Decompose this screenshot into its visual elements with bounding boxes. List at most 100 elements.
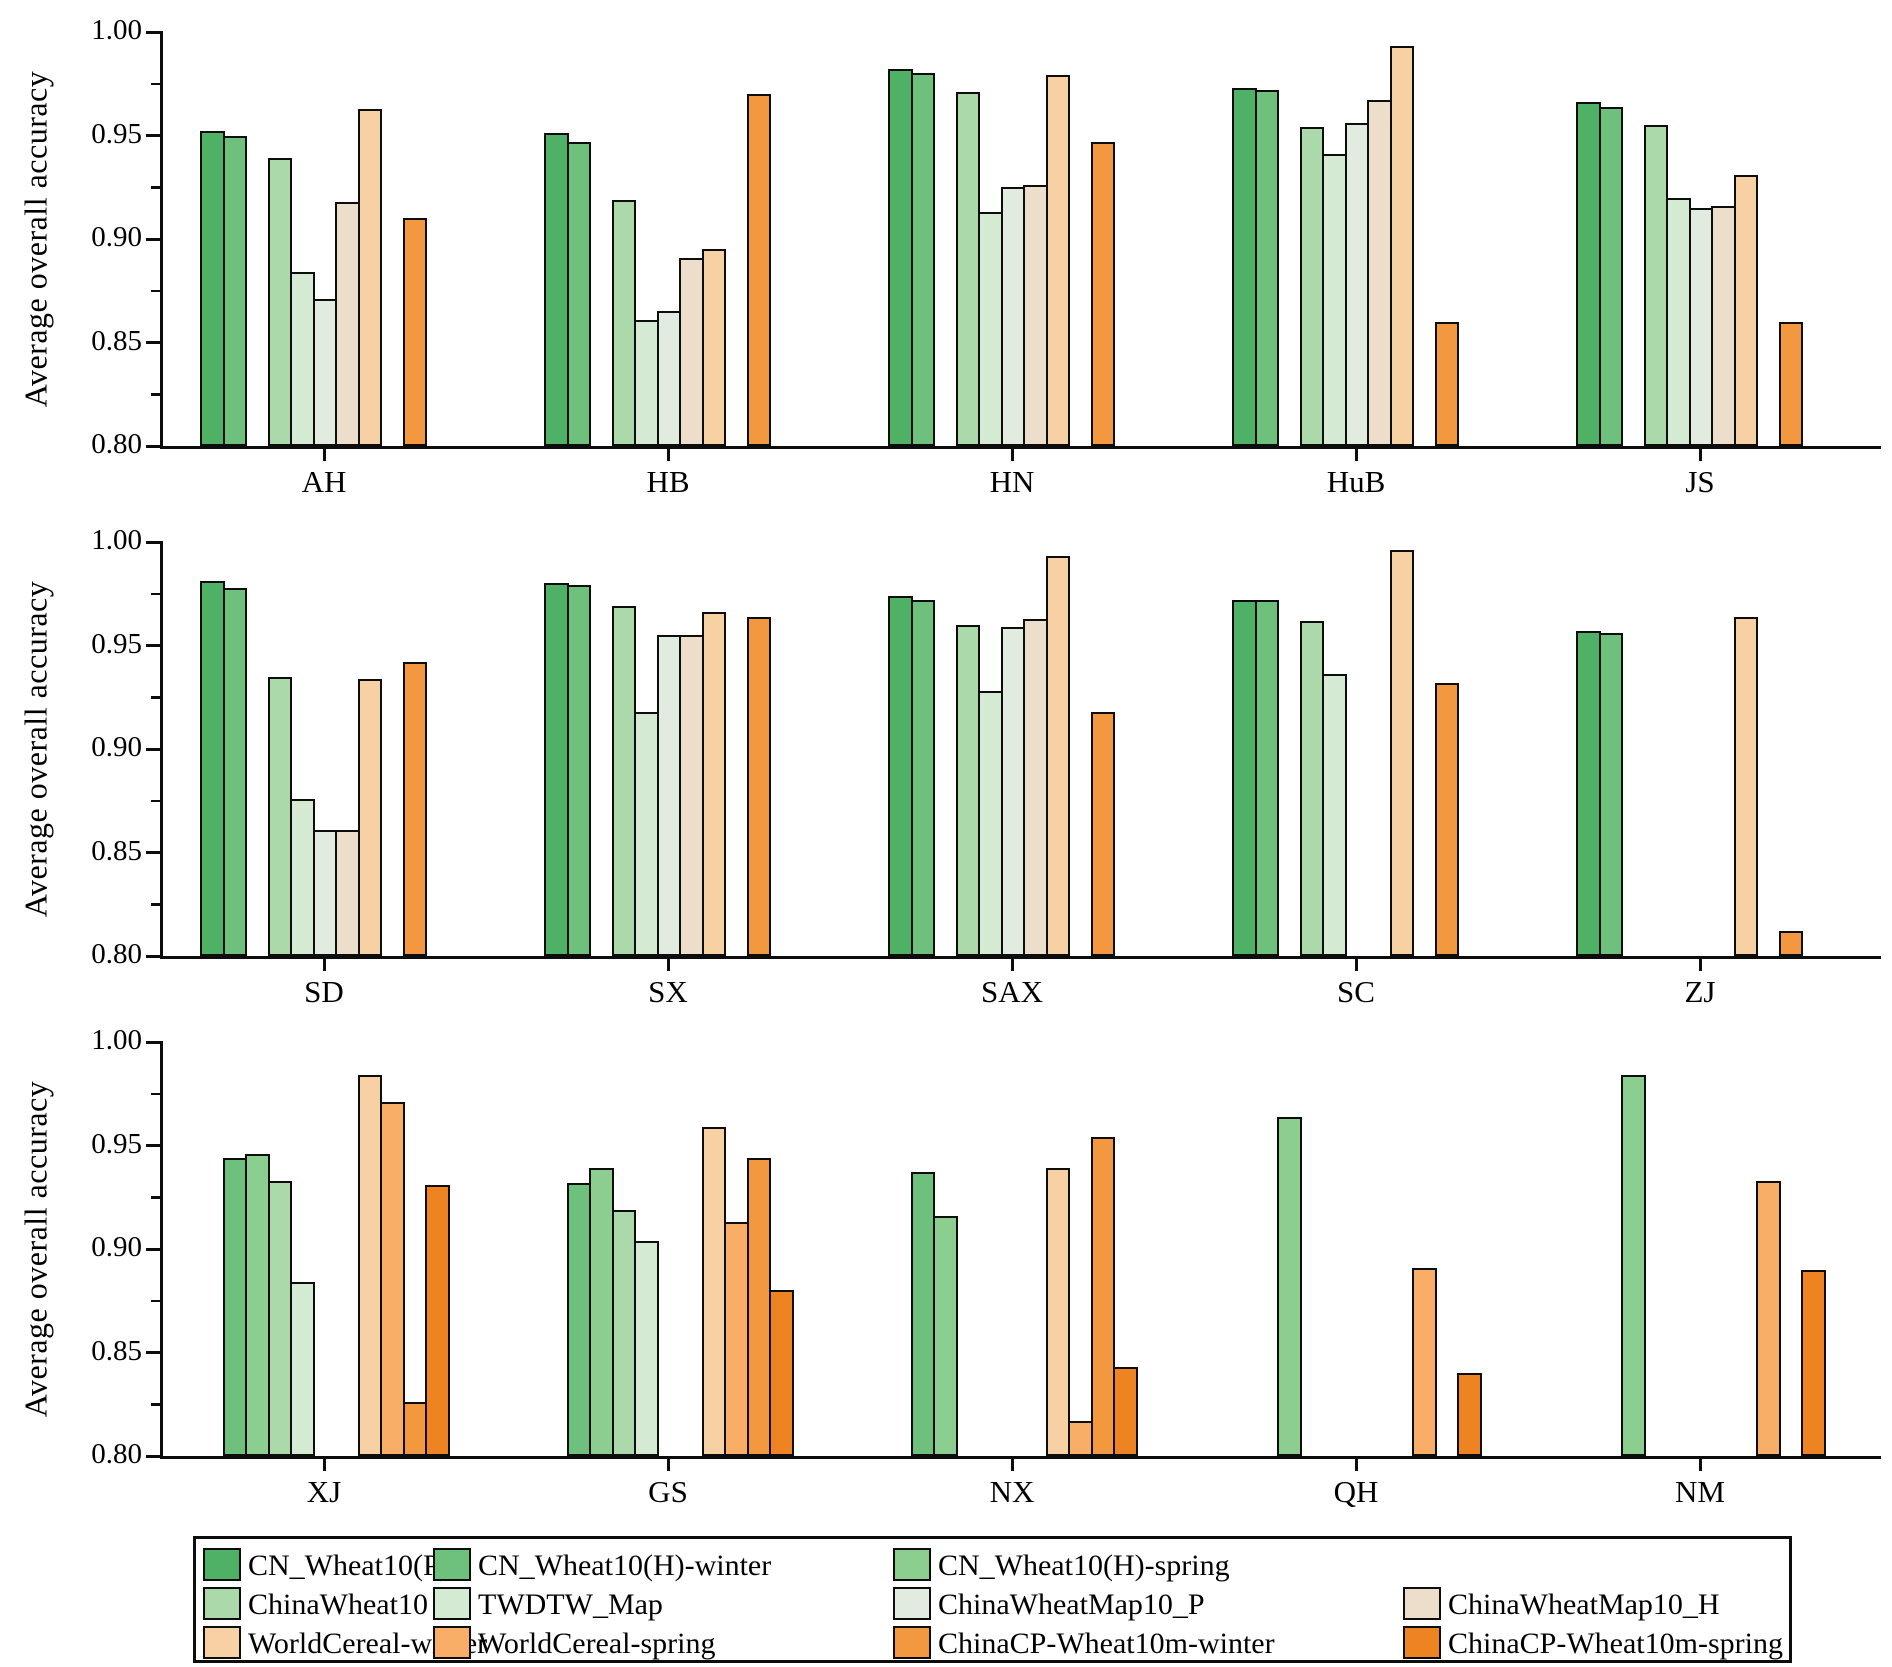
bar bbox=[1778, 321, 1804, 446]
bar bbox=[1367, 100, 1392, 446]
bar bbox=[746, 1157, 772, 1456]
bar bbox=[1045, 556, 1071, 956]
y-axis-label-panel-2: Average overall accuracy bbox=[17, 580, 54, 918]
y-minor-tick bbox=[151, 903, 160, 906]
bar bbox=[1576, 631, 1601, 956]
bar bbox=[1621, 1075, 1646, 1456]
y-tick-label: 0.85 bbox=[91, 834, 142, 867]
bar bbox=[1457, 1373, 1482, 1456]
y-tick-label: 0.95 bbox=[91, 627, 142, 660]
bar bbox=[1277, 1116, 1302, 1456]
x-category-label: GS bbox=[648, 1474, 688, 1509]
y-tick-label: 0.85 bbox=[91, 1334, 142, 1367]
y-major-tick bbox=[146, 341, 160, 344]
y-minor-tick bbox=[151, 186, 160, 189]
bar bbox=[1299, 620, 1325, 956]
x-category-label: AH bbox=[301, 464, 347, 499]
bar bbox=[357, 1075, 383, 1456]
x-tick bbox=[666, 959, 670, 971]
y-tick-label: 1.00 bbox=[91, 14, 142, 46]
y-minor-tick bbox=[151, 1403, 160, 1406]
x-tick bbox=[1698, 959, 1702, 971]
bar bbox=[267, 158, 293, 446]
y-major-tick bbox=[146, 237, 160, 241]
bar bbox=[888, 69, 913, 446]
legend-item-label: WorldCereal-spring bbox=[478, 1627, 716, 1660]
y-tick-label: 0.80 bbox=[91, 428, 142, 460]
bar bbox=[335, 829, 360, 956]
bar bbox=[402, 1402, 428, 1456]
bar bbox=[611, 1209, 637, 1456]
bar bbox=[1666, 197, 1691, 446]
bar bbox=[1389, 550, 1415, 956]
bar bbox=[380, 1102, 405, 1456]
bar bbox=[634, 1240, 659, 1456]
y-minor-tick bbox=[151, 1299, 160, 1303]
y-tick-label: 1.00 bbox=[91, 1024, 142, 1056]
y-axis-line bbox=[160, 541, 163, 959]
legend-item-label: ChinaWheatMap10_H bbox=[1448, 1588, 1720, 1621]
bar bbox=[1000, 187, 1026, 446]
bar bbox=[1045, 75, 1071, 446]
bar bbox=[1322, 674, 1347, 956]
bar bbox=[1090, 711, 1116, 956]
bar bbox=[290, 272, 315, 446]
legend-item-label: ChinaWheat10 bbox=[248, 1588, 428, 1621]
bar bbox=[1299, 127, 1325, 446]
bar bbox=[566, 585, 592, 956]
bar bbox=[357, 108, 383, 446]
y-minor-tick bbox=[151, 289, 160, 293]
legend-swatch bbox=[1403, 1587, 1441, 1620]
y-tick-label: 0.90 bbox=[91, 1231, 142, 1263]
legend-item-label: ChinaCP-Wheat10m-winter bbox=[938, 1627, 1275, 1660]
y-tick-label: 0.90 bbox=[91, 731, 142, 763]
bar bbox=[724, 1222, 749, 1456]
bar bbox=[566, 1182, 592, 1456]
x-category-label: SD bbox=[304, 974, 344, 1009]
y-major-tick bbox=[146, 1454, 160, 1458]
x-tick bbox=[1698, 449, 1702, 461]
bar bbox=[634, 711, 659, 956]
x-tick bbox=[1698, 1459, 1702, 1471]
bar bbox=[910, 599, 936, 956]
x-category-label: QH bbox=[1333, 1474, 1379, 1509]
bar bbox=[1113, 1366, 1138, 1456]
y-minor-tick bbox=[151, 799, 160, 803]
bar bbox=[544, 583, 569, 956]
y-tick-label: 1.00 bbox=[91, 524, 142, 556]
bar bbox=[1733, 616, 1759, 956]
legend-swatch bbox=[203, 1626, 241, 1659]
x-category-label: HB bbox=[646, 464, 690, 499]
bar bbox=[1045, 1168, 1071, 1456]
bar bbox=[978, 212, 1003, 446]
bar bbox=[1023, 618, 1048, 956]
bar bbox=[1232, 599, 1257, 956]
legend-swatch bbox=[203, 1587, 241, 1620]
legend-swatch bbox=[203, 1548, 241, 1581]
bar bbox=[701, 249, 727, 446]
x-category-label: ZJ bbox=[1684, 974, 1716, 1009]
x-tick bbox=[1010, 1459, 1014, 1471]
legend-item-label: CN_Wheat10(H)-winter bbox=[478, 1549, 772, 1582]
y-major-tick bbox=[146, 134, 160, 137]
x-category-label: NM bbox=[1675, 1474, 1725, 1509]
bar bbox=[200, 581, 225, 956]
bar bbox=[679, 635, 704, 956]
y-tick-label: 0.85 bbox=[91, 324, 142, 357]
legend-swatch bbox=[1403, 1626, 1441, 1659]
x-tick bbox=[1354, 1459, 1358, 1471]
x-tick bbox=[322, 959, 326, 971]
bar bbox=[769, 1290, 794, 1456]
bar bbox=[1711, 205, 1736, 446]
bar bbox=[656, 311, 682, 446]
bar bbox=[634, 319, 659, 446]
bar bbox=[1232, 87, 1257, 446]
y-axis-line bbox=[160, 1041, 163, 1459]
x-tick bbox=[1010, 449, 1014, 461]
bar bbox=[1688, 207, 1714, 446]
bar bbox=[425, 1184, 450, 1456]
bar bbox=[701, 612, 727, 956]
bar bbox=[402, 218, 428, 446]
